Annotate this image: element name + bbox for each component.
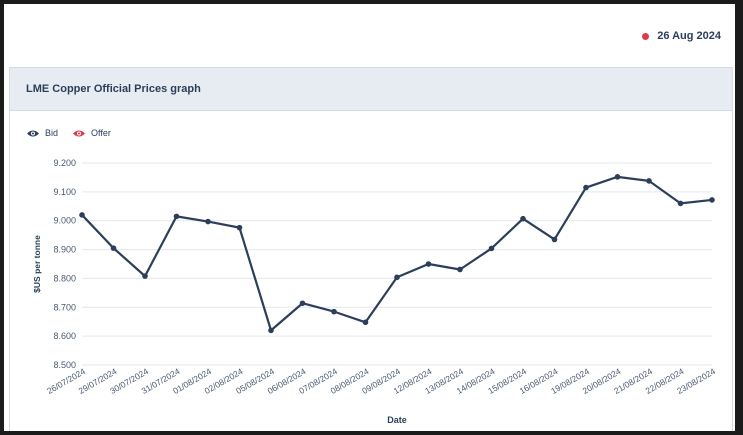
- data-point[interactable]: [268, 327, 274, 334]
- data-point[interactable]: [425, 261, 432, 267]
- y-tick-label: 8.800: [53, 273, 76, 283]
- card-header: LME Copper Official Prices graph: [10, 68, 732, 111]
- y-tick-label: 8.500: [53, 360, 76, 370]
- x-tick-labels: 26/07/202429/07/202430/07/202431/07/2024…: [45, 366, 717, 396]
- y-tick-label: 9.000: [53, 216, 76, 226]
- data-point[interactable]: [331, 308, 337, 315]
- page-frame: 26 Aug 2024 LME Copper Official Prices g…: [4, 4, 735, 431]
- data-point[interactable]: [79, 212, 85, 218]
- data-point[interactable]: [709, 197, 715, 203]
- data-point[interactable]: [236, 224, 243, 231]
- data-point[interactable]: [110, 245, 117, 251]
- y-tick-label: 8.900: [53, 245, 76, 255]
- y-axis-label: $US per tonne: [32, 235, 42, 293]
- grid-lines: [82, 162, 712, 366]
- y-tick-label: 8.600: [53, 331, 76, 341]
- legend-item-bid[interactable]: Bid: [26, 128, 58, 138]
- current-date: 26 Aug 2024: [657, 30, 721, 42]
- data-point[interactable]: [520, 215, 526, 222]
- data-point[interactable]: [677, 200, 684, 207]
- data-point[interactable]: [583, 184, 589, 191]
- data-point[interactable]: [646, 178, 652, 184]
- data-point[interactable]: [394, 274, 400, 281]
- eye-icon: [73, 130, 86, 136]
- data-point[interactable]: [173, 213, 180, 220]
- status-dot-icon: [642, 32, 650, 40]
- y-tick-label: 9.200: [53, 158, 76, 168]
- data-point[interactable]: [362, 319, 369, 326]
- data-point[interactable]: [299, 300, 306, 307]
- chart-legend: Bid Offer: [26, 128, 125, 138]
- data-point[interactable]: [142, 273, 148, 279]
- card-title: LME Copper Official Prices graph: [26, 83, 201, 95]
- y-tick-labels: 8.500 8.600 8.700 8.800 8.900 9.000 9.100 9.200: [53, 158, 76, 370]
- chart-card: LME Copper Official Prices graph Bid Off…: [9, 67, 733, 431]
- data-point[interactable]: [457, 266, 463, 273]
- data-point[interactable]: [205, 218, 211, 225]
- data-point[interactable]: [551, 236, 558, 243]
- data-point[interactable]: [488, 245, 495, 252]
- y-tick-label: 9.100: [53, 187, 76, 197]
- legend-label-offer: Offer: [91, 128, 111, 138]
- date-indicator: 26 Aug 2024: [642, 30, 721, 42]
- y-tick-label: 8.700: [53, 302, 76, 312]
- eye-icon: [27, 130, 39, 136]
- series-bid: [79, 174, 715, 334]
- line-chart: 8.500 8.600 8.700 8.800 8.900 9.000 9.100 9.200…: [32, 158, 717, 425]
- data-point[interactable]: [614, 174, 621, 180]
- legend-item-offer[interactable]: Offer: [72, 128, 111, 138]
- legend-label-bid: Bid: [45, 128, 59, 138]
- x-axis-label: Date: [387, 415, 407, 425]
